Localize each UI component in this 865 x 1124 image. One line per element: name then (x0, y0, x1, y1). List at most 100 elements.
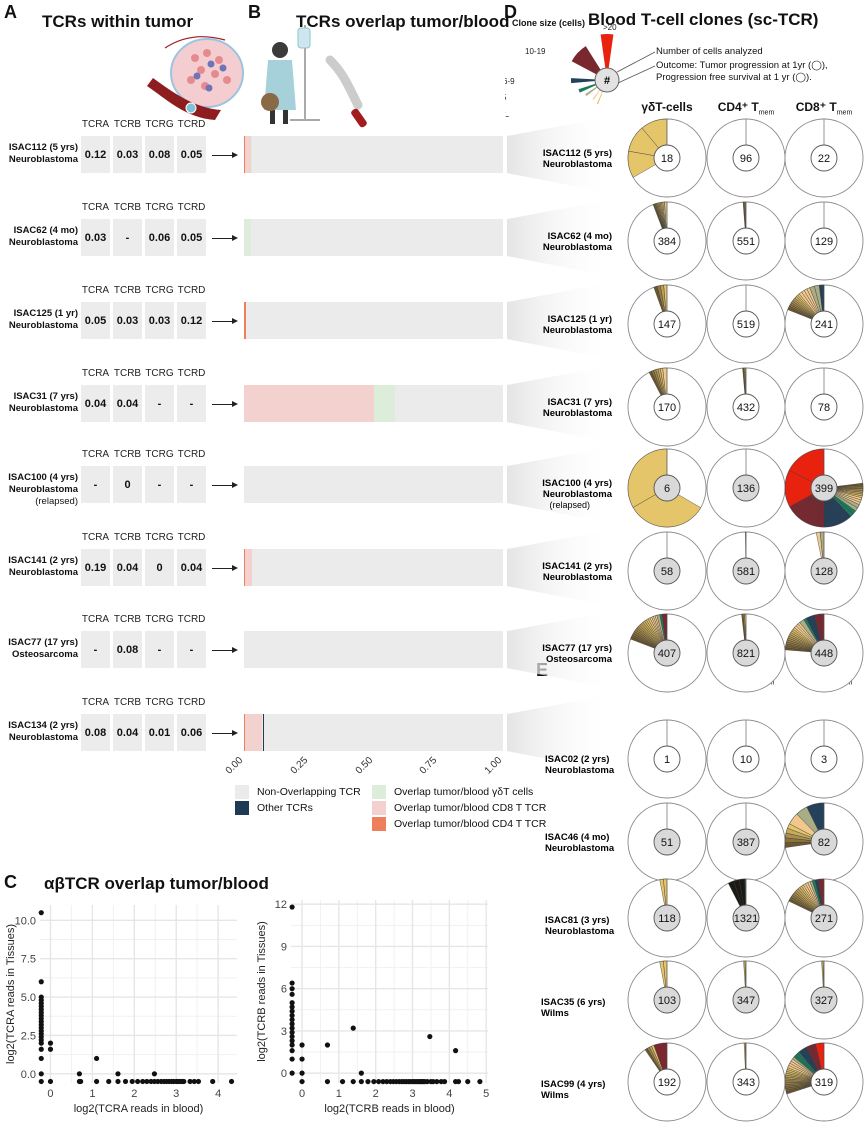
tcr-value-cell: 0.01 (145, 714, 174, 751)
pfs-center (732, 227, 760, 255)
pfs-center (810, 393, 838, 421)
pfs-center (653, 310, 681, 338)
panel-a-letter: A (4, 2, 17, 22)
funnel-connector (507, 116, 615, 194)
column-header-sub: mem (836, 109, 853, 117)
panel-a-title: TCRs within tumor (42, 12, 194, 31)
data-point (289, 904, 295, 910)
data-point (289, 991, 295, 997)
data-point (452, 1048, 459, 1054)
data-point (455, 1078, 462, 1085)
data-point (339, 1078, 346, 1085)
cell-count-label: 448 (815, 648, 833, 660)
legend-wedge-clone-6-9 (571, 78, 607, 84)
x-tick-label: 4 (446, 1088, 452, 1100)
column-header-main: γδT-cells (641, 100, 693, 114)
data-point (358, 1070, 364, 1076)
tcr-column-header: TCRB (113, 368, 142, 379)
patient-diagnosis: Osteosarcoma (11, 649, 78, 660)
cell-count-label: 241 (815, 319, 833, 331)
y-tick-label: 10.0 (15, 915, 36, 927)
tcr-value-cell: 0.05 (177, 219, 206, 256)
cell-count-label: 96 (740, 153, 752, 165)
progression-center (653, 557, 681, 585)
data-point (365, 1078, 371, 1085)
progression-center (732, 557, 760, 585)
data-point (140, 1078, 146, 1085)
patient-label: ISAC77 (17 yrs) Osteosarcoma (8, 637, 78, 661)
data-point (38, 910, 44, 916)
progression-center (810, 557, 838, 585)
pie-row-patient: ISAC31 (7 yrs) (548, 397, 612, 408)
pie-row-patient: ISAC112 (5 yrs) (543, 148, 612, 159)
funnel-shape (507, 446, 615, 524)
legend-swatch (372, 817, 386, 831)
patient-label: ISAC31 (7 yrs) Neuroblastoma (9, 391, 78, 415)
progression-center (810, 904, 838, 932)
cell-count-label: 18 (661, 153, 673, 165)
data-point (129, 1078, 135, 1085)
cell-count-label: 147 (658, 319, 676, 331)
pfs-center (732, 745, 760, 773)
bar-segment-overlap-cd8 (245, 714, 262, 751)
pie-row-diagnosis: Neuroblastoma (545, 843, 615, 854)
data-point (350, 1078, 356, 1085)
cell-count-label: 118 (658, 913, 676, 925)
tcr-value-cell: 0.08 (81, 714, 110, 751)
tcr-column-header: TCRB (113, 614, 142, 625)
legend-swatch (372, 785, 386, 799)
legend-item: Other TCRs (235, 801, 313, 815)
tcr-value-cell: 0 (113, 466, 142, 503)
pfs-center (653, 393, 681, 421)
data-point (187, 1078, 193, 1085)
tcr-column-header: TCRA (81, 532, 110, 543)
pie-row-patient: ISAC46 (4 mo) (545, 832, 609, 843)
data-point (427, 1033, 433, 1040)
pie-row-diagnosis: Neuroblastoma (545, 926, 615, 937)
cell-count-label: 129 (815, 236, 833, 248)
patient-id: ISAC134 (2 yrs) (8, 720, 78, 731)
data-point (144, 1078, 150, 1085)
funnel-shape (507, 199, 615, 277)
tcr-value-cell: 0.04 (113, 385, 142, 422)
legend-item: Overlap tumor/blood CD4 T TCR (372, 817, 546, 831)
cell-count-label: 22 (818, 153, 830, 165)
tcr-value-cell: 0.03 (113, 136, 142, 173)
clone-size-label: 5 (505, 93, 507, 102)
data-point (289, 1000, 295, 1006)
data-point (289, 1042, 295, 1048)
pie-row-diagnosis: Neuroblastoma (543, 325, 613, 336)
y-tick-label: 0.0 (21, 1069, 36, 1081)
pie-row-patient: ISAC100 (4 yrs) (542, 478, 612, 489)
overlap-bar (244, 302, 503, 339)
patient-diagnosis: Neuroblastoma (8, 567, 78, 578)
data-point (289, 1008, 295, 1014)
tcr-column-header: TCRB (113, 449, 142, 460)
arrow-icon (212, 318, 238, 324)
data-point (115, 1071, 121, 1077)
x-axis-label: log2(TCRA reads in blood) (74, 1103, 204, 1115)
funnel-connector (507, 611, 615, 689)
data-point (289, 1048, 295, 1054)
legend-label: Overlap tumor/blood CD8 T TCR (394, 802, 547, 814)
tcr-column-header: TCRA (81, 368, 110, 379)
cell-count-label: 327 (815, 995, 833, 1007)
y-tick-label: 9 (281, 941, 287, 953)
pie-row-diagnosis: Neuroblastoma (543, 242, 613, 253)
legend-note-pfs: Progression free survival at 1 yr (◯). (656, 72, 812, 83)
tcr-value-cell: 0.06 (177, 714, 206, 751)
cell-count-label: 432 (737, 402, 755, 414)
progression-center (810, 986, 838, 1014)
funnel-shape (507, 282, 615, 360)
bar-segment-overlap-gd (373, 385, 395, 422)
funnel-shape (507, 611, 615, 689)
tcr-column-header: TCRD (177, 532, 206, 543)
clone-size-label: 3 (505, 115, 510, 117)
cell-count-label: 551 (737, 236, 755, 248)
x-tick-label: 0 (299, 1088, 305, 1100)
cell-count-label: 407 (658, 648, 676, 660)
panel-b-letter: B (248, 2, 261, 22)
y-tick-label: 3 (281, 1026, 287, 1038)
patient-label: ISAC134 (2 yrs) Neuroblastoma (8, 720, 78, 744)
